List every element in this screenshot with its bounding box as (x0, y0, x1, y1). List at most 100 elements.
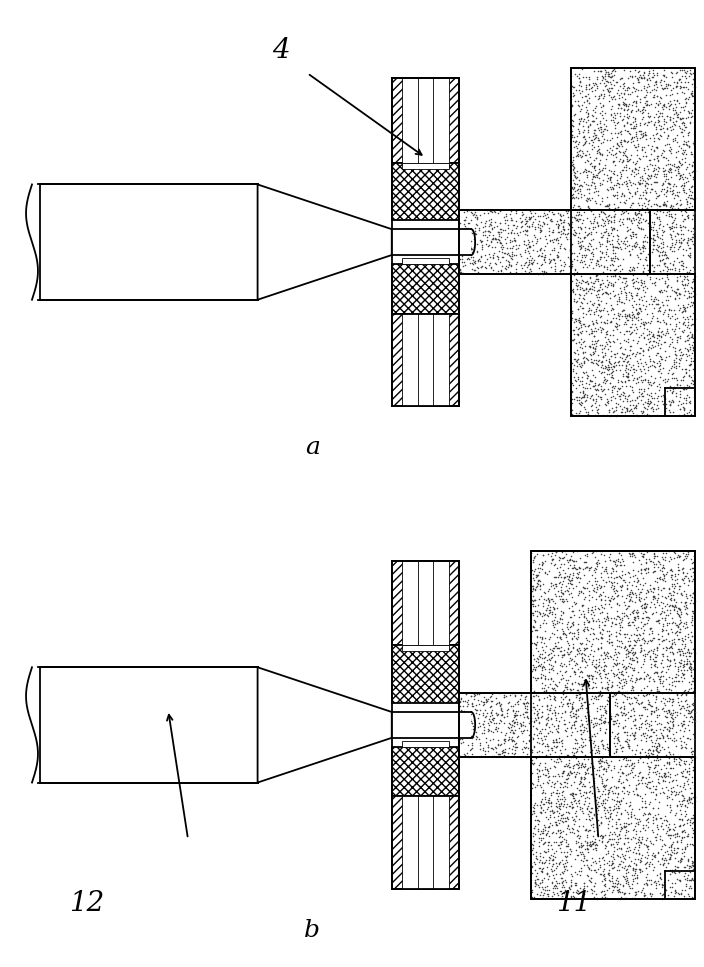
Point (629, 280, 641, 296)
Point (541, 887, 553, 902)
Point (620, 133, 631, 149)
Point (602, 211, 613, 226)
Point (632, 752, 643, 768)
Point (661, 779, 672, 795)
Point (687, 335, 698, 350)
Point (612, 706, 623, 721)
Point (650, 174, 661, 190)
Point (624, 362, 636, 377)
Point (581, 693, 592, 709)
Point (641, 600, 652, 615)
Point (589, 853, 601, 868)
Point (570, 345, 581, 361)
Point (639, 69, 650, 84)
Point (597, 831, 608, 846)
Point (650, 166, 661, 182)
Point (554, 630, 565, 645)
Point (648, 704, 660, 719)
Point (677, 717, 689, 732)
Point (664, 301, 675, 316)
Point (681, 546, 692, 562)
Point (630, 826, 641, 841)
Point (530, 221, 541, 237)
Point (629, 568, 641, 583)
Point (593, 155, 605, 170)
Point (576, 744, 587, 759)
Point (630, 303, 641, 318)
Point (598, 868, 610, 884)
Point (502, 240, 513, 255)
Point (565, 866, 577, 882)
Point (589, 169, 600, 185)
Point (586, 397, 598, 413)
Point (573, 204, 584, 220)
Point (517, 208, 528, 223)
Point (605, 313, 617, 329)
Point (665, 239, 677, 254)
Point (627, 682, 639, 697)
Point (596, 835, 608, 850)
Point (613, 138, 624, 154)
Point (667, 712, 679, 727)
Point (632, 608, 643, 624)
Point (622, 372, 634, 388)
Point (634, 251, 646, 267)
Point (681, 550, 692, 566)
Point (547, 716, 558, 731)
Point (579, 580, 590, 596)
Point (687, 230, 698, 246)
Point (558, 595, 569, 610)
Point (599, 714, 610, 729)
Point (657, 616, 668, 631)
Point (577, 755, 588, 771)
Point (593, 132, 604, 147)
Point (536, 864, 548, 879)
Point (496, 235, 507, 250)
Point (589, 659, 601, 674)
Point (563, 654, 574, 669)
Point (579, 875, 590, 891)
Point (595, 734, 606, 749)
Point (655, 605, 667, 621)
Point (541, 607, 553, 623)
Point (589, 786, 600, 802)
Point (645, 378, 656, 394)
Point (614, 625, 625, 640)
Point (680, 876, 691, 892)
Point (571, 882, 582, 897)
Point (528, 593, 539, 608)
Point (547, 881, 558, 896)
Point (639, 799, 650, 814)
Point (629, 870, 641, 886)
Point (568, 209, 579, 224)
Point (620, 890, 631, 905)
Point (554, 265, 565, 280)
Point (677, 698, 688, 714)
Point (670, 322, 681, 337)
Point (565, 786, 576, 802)
Point (570, 864, 581, 880)
Point (614, 144, 625, 160)
Point (627, 309, 638, 325)
Point (532, 721, 543, 737)
Point (558, 225, 569, 241)
Point (536, 872, 548, 888)
Point (662, 790, 673, 806)
Point (599, 647, 610, 662)
Point (635, 640, 646, 656)
Point (540, 718, 551, 733)
Point (474, 735, 486, 750)
Point (547, 577, 558, 593)
Point (609, 687, 620, 702)
Point (566, 215, 577, 230)
Point (648, 642, 660, 658)
Point (617, 367, 629, 383)
Point (457, 693, 468, 709)
Point (640, 132, 651, 147)
Point (497, 707, 508, 722)
Point (641, 635, 653, 651)
Point (681, 710, 692, 725)
Point (632, 73, 643, 88)
Point (555, 263, 567, 278)
Point (498, 687, 510, 702)
